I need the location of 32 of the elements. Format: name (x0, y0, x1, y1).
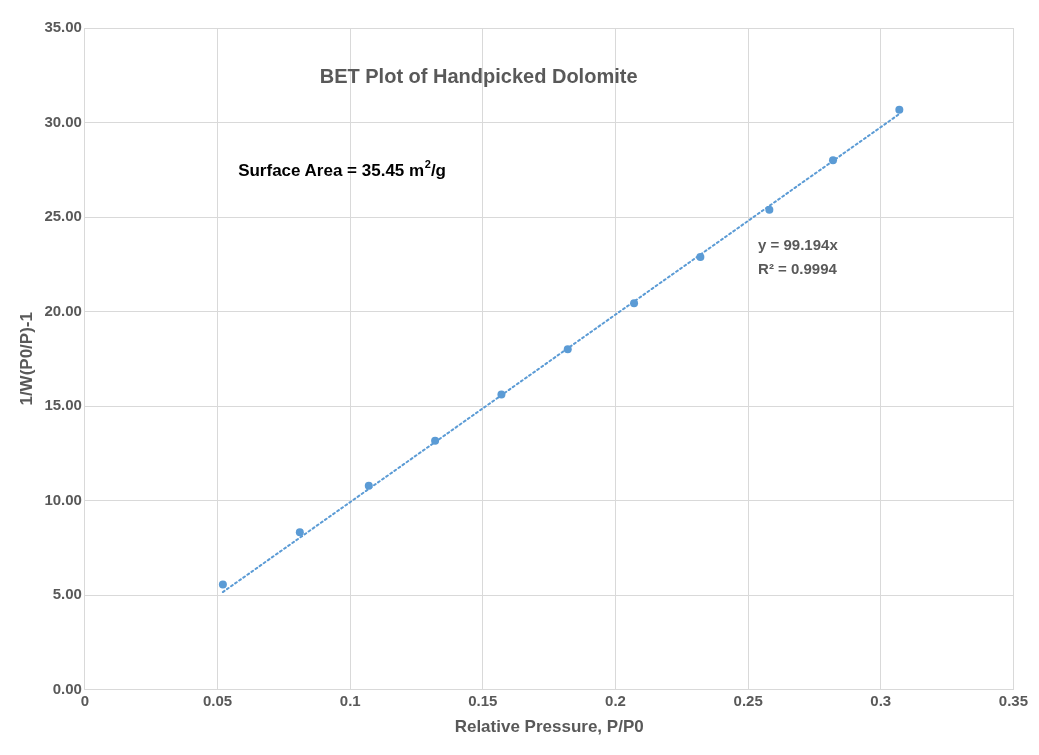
point (218, 580, 227, 589)
x-tick-label: 0.25 (733, 691, 763, 709)
y-tick-label: 35.00 (44, 18, 82, 36)
y-tick-label: 5.00 (52, 585, 82, 603)
text: BET Plot of Handpicked Dolomite (319, 65, 638, 88)
y-tick-label: 10.00 (44, 490, 82, 508)
point (829, 156, 838, 165)
x-tick-label: 0.15 (468, 691, 498, 709)
x-tick-label: 0 (80, 691, 90, 709)
point (563, 345, 572, 354)
point (765, 205, 774, 214)
point (497, 390, 506, 399)
point (364, 481, 373, 490)
x-tick-label: 0.3 (870, 691, 892, 709)
point (295, 528, 304, 537)
y-tick-label: 15.00 (44, 396, 82, 414)
y-tick-label: 30.00 (44, 112, 82, 130)
x-tick-label: 0.35 (998, 691, 1028, 709)
y-tick-label: 0.00 (52, 679, 82, 697)
y-tick-label: 20.00 (44, 301, 82, 319)
x-tick-label: 0.05 (202, 691, 233, 709)
point (696, 252, 705, 261)
point (431, 436, 440, 445)
y-axis-title: 1/W(P0/P)-1 (16, 312, 36, 406)
x-tick-label: 0.1 (339, 691, 361, 709)
x-axis-title: Relative Pressure, P/P0 (454, 717, 644, 737)
annotation: y = 99.194x (758, 236, 839, 254)
point (630, 299, 639, 308)
x-tick-label: 0.2 (605, 691, 626, 709)
annotation: R² = 0.9994 (758, 259, 838, 277)
y-tick-label: 25.00 (44, 207, 82, 225)
point (895, 105, 904, 114)
